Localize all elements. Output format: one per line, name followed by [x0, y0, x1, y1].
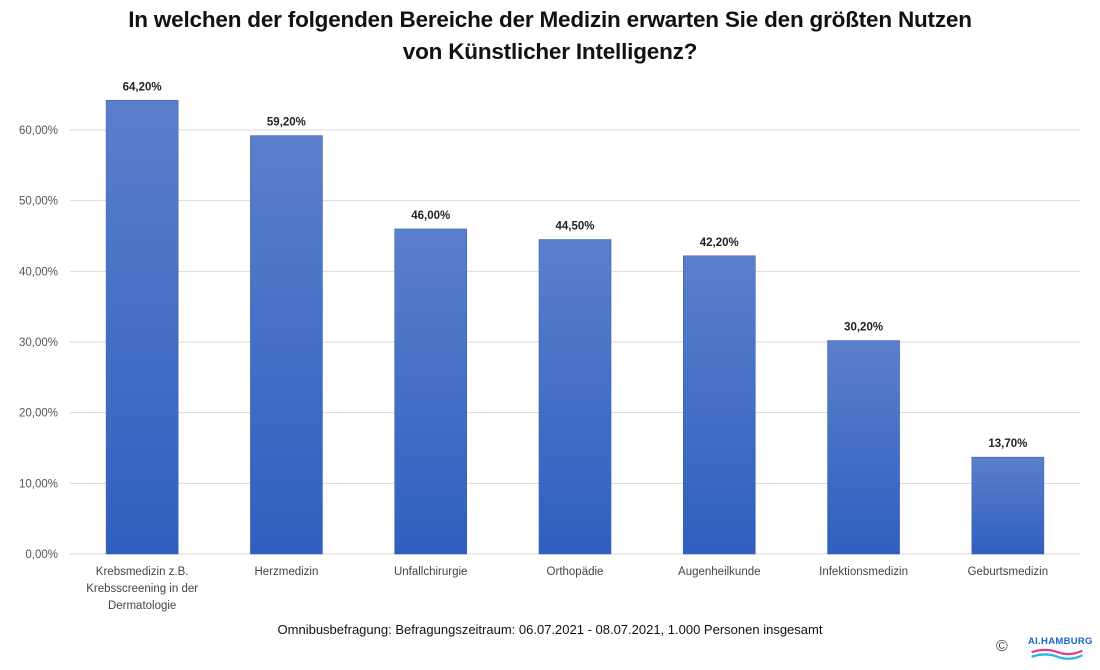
ai-hamburg-logo-wave-icon [1031, 648, 1083, 660]
bar [105, 100, 179, 555]
y-tick-label: 20,00% [19, 408, 58, 420]
y-tick-label: 50,00% [19, 196, 58, 208]
bar [971, 456, 1045, 555]
category-label: Orthopädie [547, 566, 604, 578]
bar [682, 255, 756, 555]
y-tick-label: 40,00% [19, 266, 58, 278]
data-label: 13,70% [988, 438, 1027, 450]
y-tick-label: 60,00% [19, 125, 58, 137]
bar [394, 228, 468, 555]
y-tick-label: 30,00% [19, 337, 58, 349]
y-axis-ticks: 0,00% 10,00% 20,00% 30,00% 40,00% 50,00% 60,00… [19, 125, 58, 561]
category-label: Herzmedizin [254, 566, 318, 578]
chart-title-line-1: In welchen der folgenden Bereiche der Me… [128, 7, 972, 32]
data-labels: 64,20% 59,20% 46,00% 44,50% 42,20% 30,20% 13,7… [123, 81, 1028, 450]
data-label: 64,20% [123, 81, 162, 93]
category-labels: Krebsmedizin z.B. Krebsscreening in der De… [86, 566, 1048, 612]
bar [827, 340, 900, 555]
data-label: 42,20% [700, 237, 739, 249]
bar [538, 239, 612, 555]
data-label: 44,50% [555, 221, 594, 233]
chart-title: In welchen der folgenden Bereiche der Me… [0, 4, 1100, 68]
category-label: Krebsmedizin z.B. Krebsscreening in der De… [86, 566, 198, 612]
copyright-icon: © [996, 638, 1008, 655]
chart-title-line-2: von Künstlicher Intelligenz? [402, 39, 698, 64]
footnote: Omnibusbefragung: Befragungszeitraum: 06… [277, 622, 823, 637]
data-label: 46,00% [411, 210, 450, 222]
y-tick-label: 0,00% [25, 549, 58, 561]
data-label: 30,20% [844, 322, 883, 334]
category-label: Infektionsmedizin [819, 566, 908, 578]
category-label: Geburtsmedizin [968, 566, 1049, 578]
y-tick-label: 10,00% [19, 478, 58, 490]
logo-text: AI.HAMBURG [1028, 636, 1093, 647]
bar-chart: 0,00% 10,00% 20,00% 30,00% 40,00% 50,00% 60,00… [19, 81, 1080, 612]
bar [250, 135, 323, 555]
category-label: Augenheilkunde [678, 566, 761, 578]
bars [105, 100, 1045, 555]
data-label: 59,20% [267, 117, 306, 129]
category-label: Unfallchirurgie [394, 566, 468, 578]
